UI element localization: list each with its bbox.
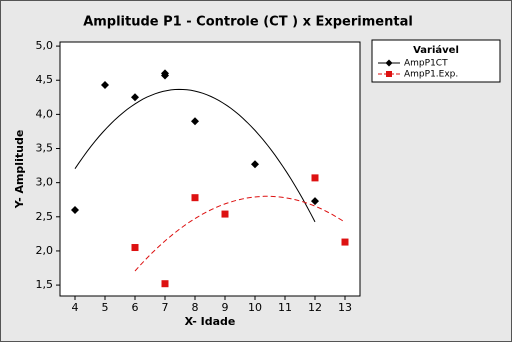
y-tick-label: 4,5 xyxy=(36,73,54,86)
x-tick-label: 13 xyxy=(338,301,352,314)
y-axis-label: Y- Amplitude xyxy=(13,130,26,210)
x-tick-label: 8 xyxy=(192,301,199,314)
y-tick-label: 2,0 xyxy=(36,244,54,257)
data-point xyxy=(221,210,229,218)
data-point xyxy=(131,93,139,102)
y-tick-label: 2,5 xyxy=(36,210,54,223)
data-point xyxy=(131,244,139,252)
y-tick-label: 4,0 xyxy=(36,107,54,120)
x-tick-label: 5 xyxy=(102,301,109,314)
data-point xyxy=(251,160,259,169)
legend-marker xyxy=(385,59,393,67)
data-point xyxy=(161,69,169,78)
x-tick-label: 11 xyxy=(278,301,292,314)
y-tick-label: 1,5 xyxy=(36,278,54,291)
y-tick-label: 3,5 xyxy=(36,142,54,155)
x-tick-label: 7 xyxy=(162,301,169,314)
data-point xyxy=(191,194,199,202)
chart-title: Amplitude P1 - Controle (CT ) x Experime… xyxy=(83,15,413,30)
x-tick-label: 9 xyxy=(222,301,229,314)
plot-area xyxy=(59,41,361,297)
x-axis-label: X- Idade xyxy=(185,315,236,328)
data-point xyxy=(191,117,199,126)
data-point xyxy=(161,280,169,288)
legend-label: AmpP1CT xyxy=(404,59,448,69)
legend-box xyxy=(371,39,501,83)
x-tick-label: 12 xyxy=(308,301,322,314)
legend-label: AmpP1.Exp. xyxy=(404,70,458,80)
x-tick-label: 10 xyxy=(248,301,262,314)
data-point xyxy=(311,197,319,206)
y-tick-label: 5,0 xyxy=(36,39,54,52)
data-point xyxy=(341,238,349,246)
legend-title: Variável xyxy=(413,44,459,56)
y-tick-label: 3,0 xyxy=(36,176,54,189)
legend-marker xyxy=(386,71,392,77)
data-point xyxy=(71,205,79,214)
data-point xyxy=(311,174,319,182)
x-tick-label: 4 xyxy=(72,301,79,314)
fit-line xyxy=(74,88,316,223)
x-tick-label: 6 xyxy=(132,301,139,314)
fit-line xyxy=(134,195,346,272)
data-point xyxy=(101,81,109,90)
